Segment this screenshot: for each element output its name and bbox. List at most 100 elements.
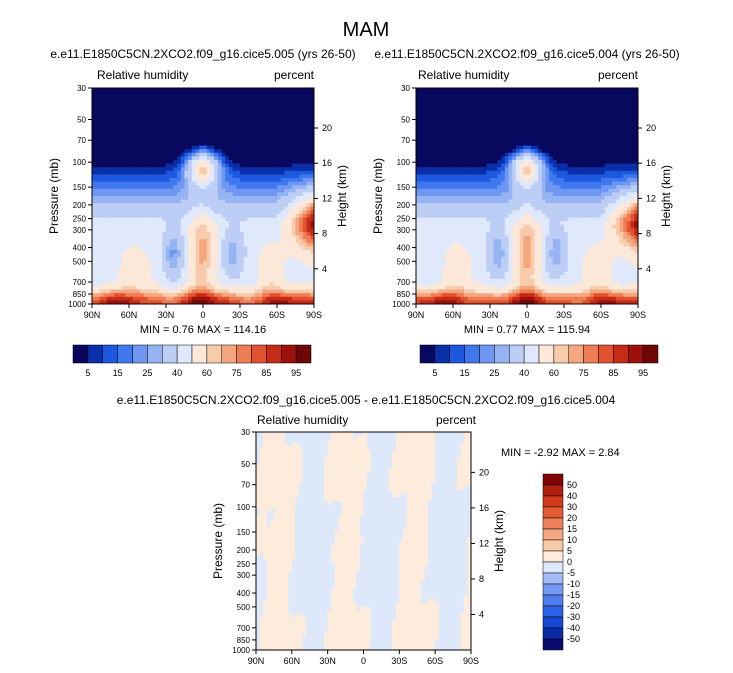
field-cell — [623, 109, 628, 114]
field-cell — [519, 109, 524, 114]
field-cell — [265, 239, 271, 244]
field-cell — [180, 214, 186, 219]
field-cell — [519, 138, 524, 143]
field-cell — [188, 134, 193, 139]
field-cell — [99, 228, 104, 233]
field-cell — [184, 109, 189, 114]
field-cell — [288, 260, 293, 265]
field-cell — [203, 282, 208, 287]
field-cell — [117, 131, 123, 136]
field-cell — [210, 250, 215, 255]
field-cell — [438, 142, 443, 147]
field-cell — [593, 113, 598, 118]
field-cell — [114, 120, 119, 125]
field-cell — [571, 156, 576, 161]
field-cell — [269, 116, 274, 121]
field-cell — [288, 174, 293, 179]
field-cell — [217, 127, 223, 132]
field-cell — [262, 300, 267, 304]
field-cell — [136, 174, 141, 179]
field-cell — [169, 224, 174, 229]
field-cell — [206, 268, 211, 273]
field-cell — [280, 221, 285, 226]
field-cell — [258, 282, 263, 287]
field-cell — [512, 109, 517, 114]
field-cell — [582, 88, 587, 93]
field-cell — [158, 239, 163, 244]
field-cell — [158, 138, 163, 143]
field-cell — [578, 160, 584, 165]
field-cell — [512, 120, 517, 125]
field-cell — [575, 113, 580, 118]
field-cell — [166, 116, 171, 121]
field-cell — [254, 124, 260, 129]
field-cell — [184, 286, 189, 291]
field-cell — [103, 257, 108, 262]
field-cell — [206, 188, 211, 193]
field-cell — [589, 149, 595, 154]
field-cell — [419, 163, 424, 168]
field-cell — [475, 102, 480, 107]
field-cell — [110, 170, 115, 175]
field-cell — [626, 106, 632, 111]
field-cell — [306, 124, 311, 129]
field-cell — [310, 268, 314, 273]
y-tick-label: 250 — [73, 215, 87, 224]
field-cell — [288, 188, 293, 193]
field-cell — [92, 296, 97, 301]
field-cell — [277, 253, 282, 258]
field-cell — [578, 142, 584, 147]
field-cell — [236, 167, 241, 172]
field-cell — [243, 253, 248, 258]
field-cell — [188, 138, 193, 143]
field-cell — [114, 293, 119, 298]
field-cell — [619, 120, 624, 125]
field-cell — [284, 91, 289, 96]
field-cell — [129, 88, 134, 93]
field-cell — [180, 210, 186, 215]
field-cell — [597, 109, 602, 114]
field-cell — [269, 242, 274, 247]
field-cell — [217, 185, 223, 190]
field-cell — [251, 178, 256, 183]
field-cell — [129, 95, 134, 100]
field-cell — [243, 149, 248, 154]
field-cell — [295, 142, 300, 147]
field-cell — [236, 275, 241, 280]
field-cell — [284, 174, 289, 179]
field-cell — [177, 167, 182, 172]
field-cell — [560, 116, 565, 121]
field-cell — [254, 116, 260, 121]
field-cell — [184, 181, 189, 186]
field-cell — [236, 282, 241, 287]
field-cell — [284, 163, 289, 168]
field-cell — [456, 160, 461, 165]
field-cell — [265, 188, 271, 193]
field-cell — [184, 174, 189, 179]
field-cell — [125, 102, 130, 107]
field-cell — [556, 113, 561, 118]
field-cell — [527, 98, 532, 103]
field-cell — [538, 109, 543, 114]
field-cell — [129, 192, 134, 197]
field-cell — [460, 95, 465, 100]
field-cell — [154, 163, 160, 168]
field-cell — [195, 224, 200, 229]
field-cell — [608, 88, 613, 93]
field-cell — [515, 124, 521, 129]
field-cell — [284, 271, 289, 276]
field-cell — [177, 156, 182, 161]
field-cell — [103, 242, 108, 247]
field-cell — [99, 206, 104, 211]
field-cell — [589, 131, 595, 136]
field-cell — [99, 192, 104, 197]
field-cell — [291, 239, 297, 244]
field-cell — [243, 95, 248, 100]
field-cell — [471, 91, 476, 96]
field-cell — [143, 242, 149, 247]
field-cell — [106, 210, 112, 215]
field-cell — [195, 232, 200, 237]
field-cell — [154, 134, 160, 139]
field-cell — [299, 156, 304, 161]
field-cell — [162, 185, 167, 190]
